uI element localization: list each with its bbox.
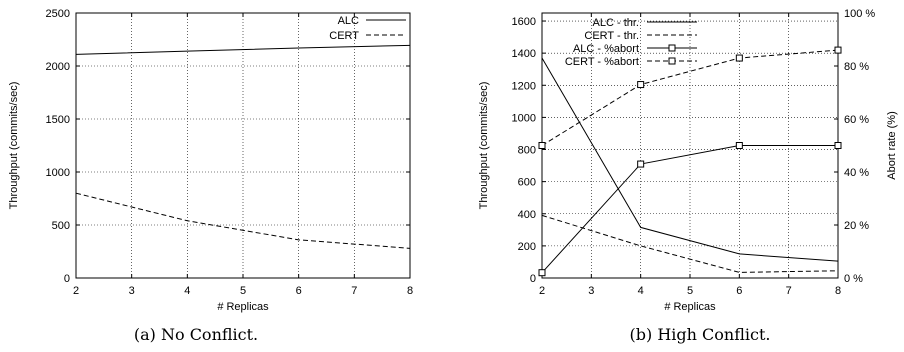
y-tick-label: 0 <box>64 273 70 285</box>
y-tick-label: 500 <box>52 220 70 232</box>
x-tick-label: 4 <box>638 285 644 297</box>
legend-label: CERT - %abort <box>565 56 639 68</box>
y-tick-label: 2000 <box>46 61 70 73</box>
legend-marker <box>668 44 676 52</box>
x-tick-label: 3 <box>588 285 594 297</box>
x-tick-label: 7 <box>351 285 357 297</box>
series-line <box>75 192 411 249</box>
chart-caption: (a) No Conflict. <box>134 325 258 344</box>
series-line <box>541 214 839 273</box>
data-point <box>538 142 546 149</box>
y2-tick-label: 0 % <box>844 273 863 285</box>
x-tick-label: 2 <box>539 285 545 297</box>
y-tick-label: 0 <box>530 273 536 285</box>
data-point <box>735 142 743 149</box>
x-tick-label: 2 <box>73 285 79 297</box>
legend-label: CERT - thr. <box>584 30 639 42</box>
y-tick-label: 1400 <box>512 48 536 60</box>
y2-tick-label: 40 % <box>844 167 869 179</box>
legend-label: ALC - %abort <box>573 43 639 55</box>
x-tick-label: 3 <box>129 285 135 297</box>
y2-tick-label: 80 % <box>844 61 869 73</box>
y-tick-label: 1000 <box>512 112 536 124</box>
y-tick-label: 400 <box>518 209 536 221</box>
legend-label: CERT <box>329 30 359 42</box>
series-line <box>541 49 839 146</box>
y-tick-label: 800 <box>518 145 536 157</box>
x-tick-label: 7 <box>786 285 792 297</box>
y2-tick-label: 20 % <box>844 220 869 232</box>
legend: ALC CERT <box>329 15 406 42</box>
x-tick-label: 8 <box>407 285 413 297</box>
data-point <box>538 269 546 277</box>
x-tick-label: 6 <box>296 285 302 297</box>
x-tick-label: 4 <box>184 285 190 297</box>
y-tick-label: 1500 <box>46 114 70 126</box>
y-tick-label: 1600 <box>512 16 536 28</box>
y-axis-label: Throughput (commits/sec) <box>478 82 490 210</box>
data-point <box>735 54 743 62</box>
x-axis-label: # Replicas <box>217 301 269 313</box>
x-tick-label: 5 <box>240 285 246 297</box>
x-axis-label: # Replicas <box>664 301 716 313</box>
x-tick-label: 6 <box>736 285 742 297</box>
y-axis-label: Throughput (commits/sec) <box>8 82 20 210</box>
y2-axis-label: Abort rate (%) <box>886 111 898 179</box>
series-line <box>541 57 839 262</box>
data-point <box>637 81 645 89</box>
chart-no-conflict: 2 3 4 5 6 7 8 0 500 1000 1500 2000 2500 ALC CERT # Re… <box>8 8 413 344</box>
series-line <box>75 44 411 55</box>
chart-high-conflict: 2 3 4 5 6 7 8 0 200 400 600 800 1000 1200 1400 1600 0 % 2… <box>478 8 898 344</box>
y-tick-label: 600 <box>518 177 536 189</box>
y-tick-label: 2500 <box>46 8 70 20</box>
data-point <box>834 46 842 54</box>
y-tick-label: 1000 <box>46 167 70 179</box>
data-point <box>834 142 842 149</box>
data-point <box>637 160 645 168</box>
legend-label: ALC - thr. <box>593 17 639 29</box>
y-tick-label: 200 <box>518 241 536 253</box>
chart-caption: (b) High Conflict. <box>630 325 771 344</box>
y-tick-label: 1200 <box>512 80 536 92</box>
legend-label: ALC <box>338 15 359 27</box>
x-tick-label: 8 <box>835 285 841 297</box>
legend-marker <box>668 57 676 65</box>
series-line <box>541 145 838 274</box>
x-tick-label: 5 <box>687 285 693 297</box>
y2-tick-label: 60 % <box>844 114 869 126</box>
y2-tick-label: 100 % <box>844 8 875 20</box>
